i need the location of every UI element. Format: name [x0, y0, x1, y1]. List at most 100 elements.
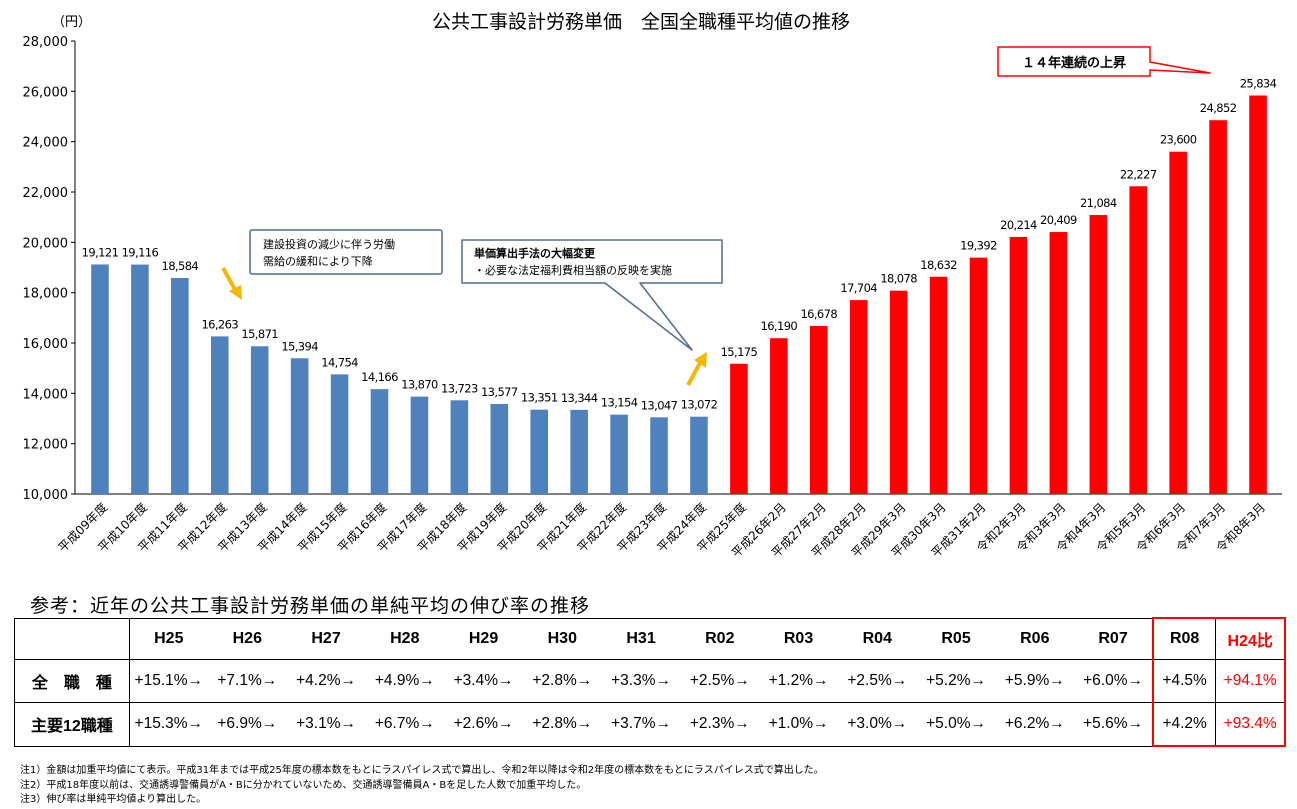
- table-header-H24比: H24比: [1215, 617, 1287, 660]
- table-row: 全 職 種 +15.1%→ +7.1%→ +4.2%→ +4.9%→ +3.4%→ +2.8…: [14, 659, 1287, 703]
- bars: [91, 95, 1267, 495]
- rate-cell: +94.1%: [1215, 659, 1287, 703]
- footnote-2: 注2）平成18年度以前は、交通誘導警備員がA・Bに分かれていないため、交通誘導警…: [20, 779, 587, 791]
- y-tick-label: 28,000: [23, 35, 69, 50]
- data-label: 19,116: [122, 246, 159, 260]
- rate-cell: +2.3%→: [680, 702, 760, 747]
- rate-cell: +7.1%→: [207, 659, 287, 703]
- data-label: 13,344: [561, 391, 598, 405]
- rate-cell: +93.4%: [1215, 702, 1287, 747]
- y-axis-unit: （円）: [52, 15, 91, 30]
- chart-title: 公共工事設計労務単価 全国全職種平均値の推移: [432, 11, 850, 33]
- bar: [410, 396, 429, 494]
- rate-cell: +3.3%→: [601, 659, 681, 703]
- bar: [370, 389, 389, 494]
- data-label: 16,190: [761, 319, 798, 333]
- bar: [570, 409, 588, 494]
- y-tick-label: 24,000: [23, 136, 69, 151]
- bar: [330, 374, 349, 494]
- bar: [1209, 120, 1227, 494]
- bar: [250, 346, 269, 494]
- y-tick-label: 12,000: [23, 438, 69, 453]
- rate-cell: +6.0%→: [1074, 659, 1153, 703]
- rate-cell: +5.6%→: [1074, 702, 1153, 747]
- rate-cell: +3.4%→: [444, 659, 523, 703]
- bar: [809, 325, 828, 494]
- rate-cell: +2.8%→: [522, 702, 602, 747]
- bar: [889, 290, 908, 494]
- rate-cell: +1.2%→: [759, 659, 838, 703]
- bar: [171, 277, 189, 494]
- rate-cell: +15.1%→: [129, 659, 208, 703]
- bar: [131, 264, 149, 494]
- decline-note-line1: 建設投資の減少に伴う労働: [263, 237, 395, 251]
- data-label: 20,409: [1040, 213, 1077, 227]
- bar: [929, 276, 948, 494]
- rate-cell: +6.9%→: [207, 702, 287, 747]
- table-header-R08: R08: [1151, 617, 1217, 660]
- table-header-H28: H28: [365, 617, 445, 660]
- table-corner: [14, 617, 130, 660]
- table-header-R04: R04: [837, 617, 917, 660]
- data-label: 13,723: [441, 381, 478, 395]
- bar: [849, 300, 868, 494]
- rate-cell: +1.0%→: [759, 702, 838, 747]
- data-label: 22,227: [1120, 167, 1157, 181]
- bar: [1089, 215, 1108, 494]
- rate-cell: +3.7%→: [601, 702, 681, 747]
- data-label: 19,121: [82, 245, 119, 259]
- rate-cell: +2.8%→: [522, 659, 602, 703]
- table-header-R05: R05: [916, 617, 996, 660]
- footnote-3: 注3）伸び率は単純平均値より算出した。: [20, 794, 207, 805]
- data-label: 16,678: [800, 307, 837, 321]
- bar: [1129, 186, 1148, 494]
- table-row: 主要12職種 +15.3%→ +6.9%→ +3.1%→ +6.7%→ +2.6%→ +2.…: [14, 702, 1287, 747]
- data-label: 15,394: [281, 339, 318, 353]
- table-header-R06: R06: [995, 617, 1075, 660]
- data-label: 25,834: [1240, 77, 1277, 91]
- method-note-body: ・必要な法定福利費相当額の反映を実施: [474, 263, 672, 277]
- rate-cell: +4.9%→: [365, 659, 445, 703]
- bar: [450, 400, 469, 494]
- bar: [1169, 151, 1187, 494]
- bar: [530, 409, 549, 494]
- y-tick-label: 18,000: [23, 287, 69, 302]
- rate-cell: +4.2%→: [286, 659, 366, 703]
- footnotes: 注1）金額は加重平均値にて表示。平成31年までは平成25年度の標本数をもとにラス…: [20, 764, 824, 808]
- rate-cell: +5.0%→: [916, 702, 996, 747]
- bar: [969, 257, 988, 494]
- data-label: 19,392: [960, 239, 997, 253]
- data-label: 18,584: [162, 259, 199, 273]
- data-label: 23,600: [1160, 133, 1197, 147]
- data-label: 24,852: [1200, 101, 1237, 115]
- banner-text: １４年連続の上昇: [1022, 55, 1126, 71]
- reference-title: 参考：近年の公共工事設計労務単価の単純平均の伸び率の推移: [30, 595, 591, 617]
- footnote-1: 注1）金額は加重平均値にて表示。平成31年までは平成25年度の標本数をもとにラス…: [20, 765, 824, 776]
- rate-cell: +2.5%→: [680, 659, 760, 703]
- decline-callout: 建設投資の減少に伴う労働 需給の緩和により下降: [221, 229, 443, 300]
- rate-cell: +3.0%→: [837, 702, 917, 747]
- rate-cell: +5.9%→: [995, 659, 1075, 703]
- row-label: 全 職 種: [14, 659, 130, 703]
- rate-cell: +4.2%: [1151, 702, 1217, 747]
- data-label: 16,263: [201, 317, 238, 331]
- rate-cell: +3.1%→: [286, 702, 366, 747]
- rate-cell: +2.6%→: [444, 702, 523, 747]
- data-label: 15,175: [721, 345, 758, 359]
- rate-cell: +4.5%: [1151, 659, 1217, 703]
- bar: [690, 416, 708, 494]
- y-tick-label: 14,000: [23, 387, 69, 402]
- data-label: 14,166: [361, 370, 398, 384]
- rate-cell: +2.5%→: [837, 659, 917, 703]
- table-header-H27: H27: [286, 617, 366, 660]
- table-header-row: H25 H26 H27 H28 H29 H30 H31 R02 R03 R04 R05 R06 R07 R…: [14, 617, 1287, 660]
- up-arrow-icon: [686, 352, 707, 386]
- x-axis-ticks: 平成09年度平成10年度平成11年度平成12年度平成13年度平成14年度平成15…: [55, 500, 1268, 561]
- table-header-H26: H26: [207, 617, 287, 660]
- y-tick-label: 26,000: [23, 85, 69, 100]
- data-label: 13,351: [521, 391, 558, 405]
- bar: [610, 414, 628, 494]
- rate-cell: +6.7%→: [365, 702, 445, 747]
- bar: [91, 264, 109, 494]
- rate-cell: +6.2%→: [995, 702, 1075, 747]
